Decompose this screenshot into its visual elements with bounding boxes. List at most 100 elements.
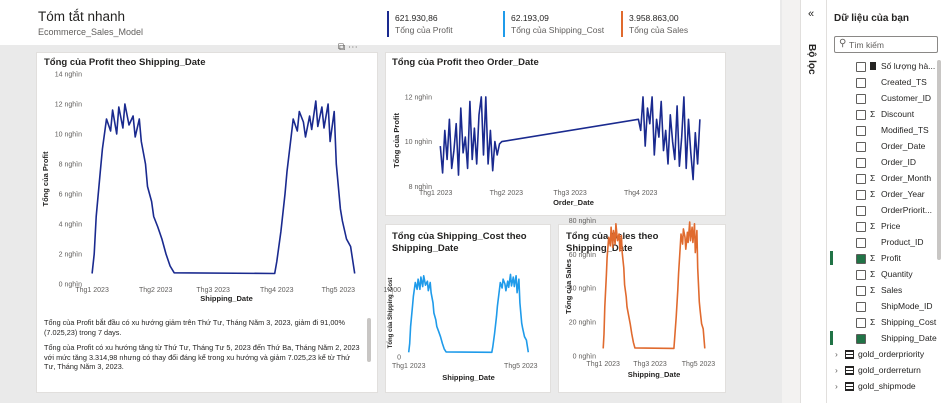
scrollbar[interactable] <box>367 318 371 362</box>
y-tick-label: 8 nghìn <box>409 184 432 191</box>
y-tick-label: 12 nghìn <box>55 102 82 109</box>
sum-icon: Σ <box>870 253 876 263</box>
header-bar <box>0 0 780 45</box>
y-tick-label: 60 nghìn <box>569 252 596 259</box>
field-row[interactable]: ShipMode_ID <box>828 298 938 314</box>
table-name: gold_orderreturn <box>858 365 921 375</box>
kpi-caption: Tổng của Shipping_Cost <box>511 25 605 35</box>
field-name: Modified_TS <box>881 125 929 135</box>
table-row[interactable]: › gold_orderreturn <box>828 362 938 378</box>
checkbox[interactable] <box>856 318 866 328</box>
field-row[interactable]: Created_TS <box>828 74 938 90</box>
field-name: Số lượng hà... <box>881 61 936 71</box>
sum-icon: Σ <box>870 285 876 295</box>
field-name: Profit <box>881 253 901 263</box>
narrative-paragraph: Tổng của Profit có xu hướng tăng từ Thứ … <box>44 343 360 371</box>
y-tick-label: 14 nghìn <box>55 72 82 79</box>
field-name: Sales <box>881 285 903 295</box>
field-name: Order_Date <box>881 141 926 151</box>
kpi-caption: Tổng của Sales <box>629 25 689 35</box>
field-name: Price <box>881 221 901 231</box>
y-tick-label: 40 nghìn <box>569 286 596 293</box>
y-axis-label: Tổng của Sales <box>564 259 573 314</box>
kpi-caption: Tổng của Profit <box>395 25 453 35</box>
checkbox[interactable] <box>856 110 866 120</box>
field-row[interactable]: Modified_TS <box>828 122 938 138</box>
checkbox[interactable] <box>856 238 866 248</box>
checkbox[interactable] <box>856 286 866 296</box>
kpi-accent <box>387 11 389 37</box>
field-row[interactable]: Σ Profit <box>828 250 938 266</box>
y-tick-label: 8 nghìn <box>59 162 82 169</box>
field-row[interactable]: Σ Discount <box>828 106 938 122</box>
checkbox[interactable] <box>856 206 866 216</box>
checkbox[interactable] <box>856 62 866 72</box>
x-tick-label: Thg4 2023 <box>624 190 658 197</box>
expand-chevron: › <box>835 381 838 391</box>
checkbox[interactable] <box>856 78 866 88</box>
scrollbar[interactable] <box>937 60 941 260</box>
checkbox[interactable] <box>856 334 866 344</box>
divider <box>826 0 827 403</box>
page-title: Tóm tắt nhanh <box>38 9 126 24</box>
charts: 0 nghìn 2 nghìn 4 nghìn 6 nghìn 8 nghìn 10 ng… <box>41 72 715 383</box>
field-row[interactable]: Customer_ID <box>828 90 938 106</box>
kpi-value: 62.193,09 <box>511 13 549 23</box>
kpi-accent <box>621 11 623 37</box>
field-name: Shipping_Cost <box>881 317 937 327</box>
field-row[interactable]: Σ Sales <box>828 282 938 298</box>
field-row[interactable]: Product_ID <box>828 234 938 250</box>
selected-marker <box>830 251 833 265</box>
collapse-button[interactable]: « <box>808 8 815 20</box>
field-name: Order_Year <box>881 189 925 199</box>
field-row[interactable]: Order_Date <box>828 138 938 154</box>
table-row[interactable]: › gold_orderpriority <box>828 346 938 362</box>
table-row[interactable]: › gold_shipmode <box>828 378 938 394</box>
x-tick-label: Thg5 2023 <box>322 287 356 294</box>
y-axis-label: Tổng của Shipping_Cost <box>387 278 394 349</box>
field-list: Số lượng hà... Created_TS Customer_ID Σ Disc… <box>828 58 938 403</box>
field-row[interactable]: Σ Order_Year <box>828 186 938 202</box>
field-row[interactable]: Σ Shipping_Cost <box>828 314 938 330</box>
checkbox[interactable] <box>856 94 866 104</box>
visual-menu[interactable]: ⧉ ⋯ <box>338 42 358 53</box>
table-name: gold_shipmode <box>858 381 916 391</box>
selected-marker <box>830 331 833 345</box>
filter-pane-label[interactable]: Bộ lọc <box>806 44 817 75</box>
y-tick-label: 12 nghìn <box>405 94 432 101</box>
checkbox[interactable] <box>856 190 866 200</box>
field-row[interactable]: Số lượng hà... <box>828 58 938 74</box>
checkbox[interactable] <box>856 158 866 168</box>
line-series <box>439 96 701 181</box>
table-name: gold_orderpriority <box>858 349 925 359</box>
field-row[interactable]: Shipping_Date <box>828 330 938 346</box>
y-tick-label: 10 nghìn <box>405 139 432 146</box>
field-row[interactable]: Σ Quantity <box>828 266 938 282</box>
field-row[interactable]: Σ Price <box>828 218 938 234</box>
chart-title: Tổng của Profit theo Order_Date <box>392 57 539 68</box>
x-tick-label: Thg4 2023 <box>260 287 294 294</box>
narrative-paragraph: Tổng của Profit bắt đầu có xu hướng giảm… <box>44 318 345 337</box>
x-tick-label: Thg1 2023 <box>586 361 620 368</box>
field-row[interactable]: Order_ID <box>828 154 938 170</box>
kpi-value: 3.958.863,00 <box>629 13 679 23</box>
field-name: ShipMode_ID <box>881 301 933 311</box>
checkbox[interactable] <box>856 302 866 312</box>
field-row[interactable]: OrderPriorit... <box>828 202 938 218</box>
x-axis-label: Shipping_Date <box>628 370 681 379</box>
checkbox[interactable] <box>856 270 866 280</box>
kpi-accent <box>503 11 505 37</box>
field-row[interactable]: Σ Order_Month <box>828 170 938 186</box>
checkbox[interactable] <box>856 254 866 264</box>
checkbox[interactable] <box>856 126 866 136</box>
x-tick-label: Thg3 2023 <box>553 190 587 197</box>
checkbox[interactable] <box>856 142 866 152</box>
search-box[interactable]: ⚲ Tìm kiếm <box>834 36 938 53</box>
table-icon <box>845 350 854 359</box>
checkbox[interactable] <box>856 222 866 232</box>
checkbox[interactable] <box>856 174 866 184</box>
x-axis-label: Order_Date <box>553 198 594 207</box>
y-tick-label: 1.000 <box>383 287 401 294</box>
sum-icon: Σ <box>870 221 876 231</box>
